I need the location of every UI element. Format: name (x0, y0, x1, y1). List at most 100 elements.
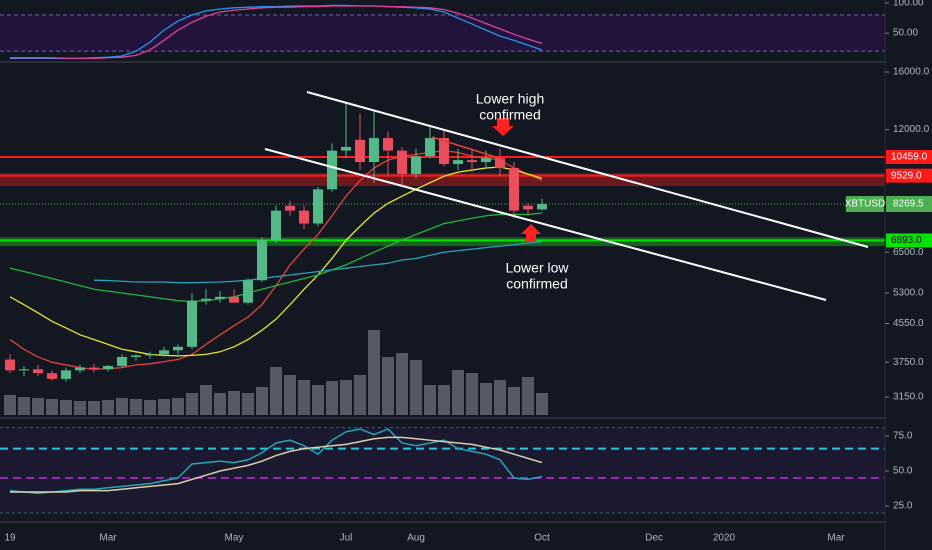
candle-body (369, 138, 379, 163)
candle-body (201, 298, 211, 301)
moving-average (93, 241, 543, 284)
candle-body (103, 365, 113, 370)
volume-bar (298, 380, 310, 415)
candle-body (355, 139, 365, 163)
volume-bar (116, 398, 128, 415)
volume-bar (354, 375, 366, 415)
candle-body (341, 146, 351, 151)
candle-body (271, 210, 281, 241)
stoch-band (0, 15, 885, 52)
y-tick-label: 16000.0 (893, 67, 930, 78)
candle-body (327, 150, 337, 190)
y-tick-label: 100.00 (893, 0, 924, 9)
volume-bar (158, 399, 170, 415)
candle-body (481, 158, 491, 163)
volume-bar (88, 401, 100, 415)
level-label-box (886, 168, 932, 183)
candle-body (229, 296, 239, 303)
volume-bar (256, 387, 268, 415)
main-layer (4, 4, 548, 495)
volume-bar (508, 387, 520, 415)
annotation-text: confirmed (479, 107, 540, 123)
arrow-up (521, 224, 541, 242)
y-tick-label: 50.00 (893, 28, 918, 39)
y-tick-label: 25.0 (893, 501, 913, 512)
volume-bar (60, 400, 72, 415)
candle-body (439, 138, 449, 165)
candle-body (257, 240, 267, 281)
volume-bar (130, 399, 142, 415)
x-tick-label: Aug (407, 533, 425, 544)
y-tick-label: 6500.0 (893, 247, 924, 258)
x-tick-label: 19 (4, 533, 16, 544)
candle-body (145, 354, 155, 356)
volume-bar (452, 370, 464, 415)
volume-bar (424, 385, 436, 415)
volume-bar (536, 393, 548, 415)
volume-bar (284, 375, 296, 415)
level-label-box (886, 233, 932, 248)
y-tick-label: 5300.0 (893, 288, 924, 299)
volume-bar (46, 399, 58, 415)
stoch-line (10, 5, 543, 60)
volume-bar (242, 393, 254, 415)
candle-body (495, 158, 505, 169)
annotation-text: confirmed (506, 276, 567, 292)
candle-body (453, 160, 463, 165)
arrow-down (492, 118, 514, 136)
rsi-line (9, 428, 543, 495)
moving-average (9, 166, 543, 357)
candle-body (89, 367, 99, 370)
level-label: 6893.0 (891, 235, 922, 246)
candle-body (5, 359, 15, 371)
candle-body (537, 204, 547, 210)
candle-body (523, 205, 533, 210)
candle-body (117, 356, 127, 366)
volume-bar (102, 400, 114, 415)
volume-bar (18, 397, 30, 415)
candle-body (313, 189, 323, 224)
x-tick-label: Mar (99, 533, 117, 544)
candle-body (75, 367, 85, 371)
y-tick-label: 75.0 (893, 431, 913, 442)
candle-body (131, 355, 141, 357)
y-tick-label: 3150.0 (893, 392, 924, 403)
volume-bar (172, 398, 184, 415)
candle-body (33, 369, 43, 374)
volume-bar (410, 360, 422, 415)
volume-bar (368, 330, 380, 415)
volume-bar (466, 373, 478, 415)
volume-bar (382, 357, 394, 415)
candle-body (509, 168, 519, 211)
rsi-line (10, 436, 543, 493)
volume-bar (396, 353, 408, 415)
support-zone (0, 237, 885, 247)
y-tick-label: 4550.0 (893, 318, 924, 329)
x-tick-label: Oct (534, 533, 550, 544)
x-tick-label: Mar (827, 533, 845, 544)
candle-body (19, 369, 29, 371)
y-tick-label: 3750.0 (893, 357, 924, 368)
volume-bar (214, 393, 226, 415)
level-label-box (886, 150, 932, 165)
volume-bar (74, 401, 86, 415)
x-tick-label: Jul (340, 533, 353, 544)
annotation-text: Lower low (505, 260, 569, 276)
x-tick-label: May (225, 533, 244, 544)
background-layer (0, 14, 932, 523)
price-axis-bg (885, 0, 932, 550)
overlay-layer: Lower high confirmed Lower low confirmed (264, 91, 869, 301)
candle-body (243, 280, 253, 303)
volume-bar (326, 381, 338, 415)
moving-average (9, 212, 543, 303)
trend-line (306, 91, 869, 248)
last-price-box (886, 196, 932, 213)
symbol-label: XBTUSD (845, 199, 886, 210)
candle-body (397, 150, 407, 175)
candle-body (215, 296, 225, 299)
volume-bar (438, 385, 450, 415)
volume-bar (480, 383, 492, 415)
candle-body (173, 346, 183, 351)
x-tick-label: Dec (645, 533, 663, 544)
